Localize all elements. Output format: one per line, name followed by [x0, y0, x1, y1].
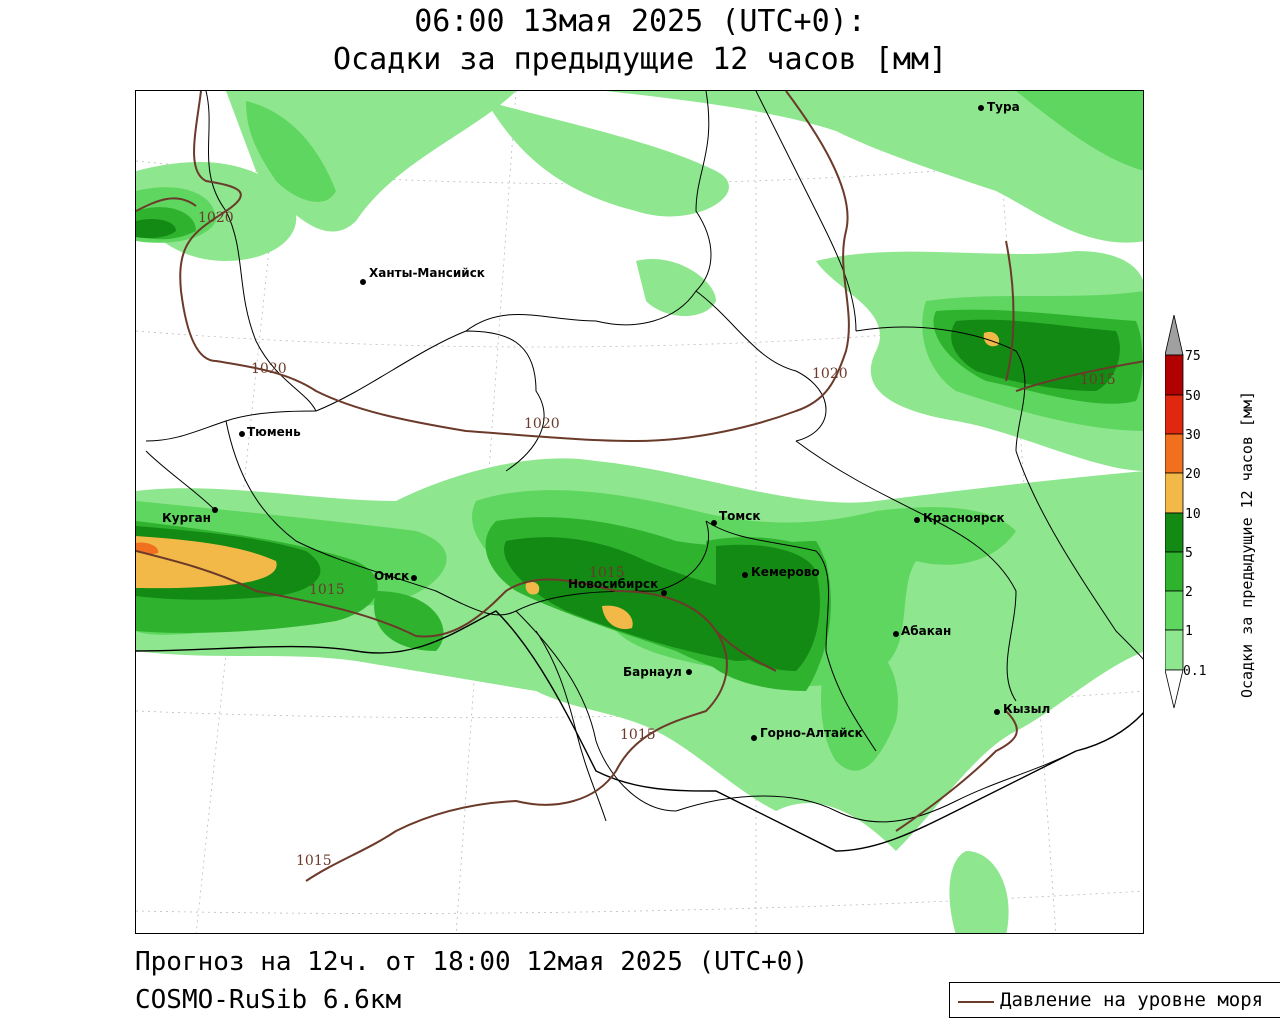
city-label: Горно-Алтайск — [760, 726, 863, 740]
isobar-label: 1015 — [1080, 372, 1116, 388]
isobar-label: 1020 — [251, 361, 287, 377]
precip-20 — [136, 542, 159, 555]
map-title: 06:00 13мая 2025 (UTC+0): — [414, 4, 866, 39]
isobar-labels: 1020 1020 1020 1020 1015 1015 1015 1015 … — [198, 210, 1116, 869]
cities: Тура Ханты-Мансийск Тюмень Курган Омск Н… — [162, 100, 1050, 741]
isobar-label: 1015 — [620, 727, 656, 743]
city-label: Кемерово — [751, 565, 820, 579]
legend-level: 1 — [1185, 624, 1193, 639]
city-label: Барнаул — [623, 665, 682, 679]
city-kyzyl: Кызыл — [994, 702, 1050, 716]
city-label: Тюмень — [247, 425, 301, 439]
city-tyumen: Тюмень — [239, 425, 301, 439]
city-label: Ханты-Мансийск — [369, 266, 485, 280]
pressure-legend-label: Давление на уровне моря — [1000, 989, 1264, 1011]
isobar-label: 1015 — [309, 582, 345, 598]
isobars — [136, 91, 1143, 882]
city-label: Абакан — [901, 624, 951, 638]
city-label: Кызыл — [1003, 702, 1050, 716]
city-label: Красноярск — [923, 511, 1005, 525]
pressure-line-sample — [958, 1001, 994, 1003]
city-omsk: Омск — [374, 569, 417, 583]
legend-level: 50 — [1185, 389, 1201, 404]
colorbar-title: Осадки за предыдущие 12 часов [мм] — [1232, 330, 1262, 700]
legend-level: 0.1 — [1183, 664, 1206, 679]
precipitation-colorbar: 75 50 30 20 10 5 2 1 0.1 — [1164, 314, 1225, 710]
precipitation-map: 1020 1020 1020 1020 1015 1015 1015 1015 … — [135, 90, 1144, 934]
isobar-label: 1015 — [589, 565, 625, 581]
isobar-label: 1020 — [198, 210, 234, 226]
city-label: Тура — [987, 100, 1020, 114]
national-border — [136, 610, 1143, 852]
colorbar-30 — [1164, 394, 1184, 435]
legend-level: 2 — [1185, 585, 1193, 600]
isobar-label: 1015 — [296, 853, 332, 869]
city-barnaul: Барнаул — [623, 665, 692, 679]
city-label: Омск — [374, 569, 409, 583]
colorbar-title-text: Осадки за предыдущие 12 часов [мм] — [1238, 391, 1256, 698]
city-label: Курган — [162, 511, 211, 525]
city-tomsk: Томск — [711, 509, 761, 526]
forecast-info: Прогноз на 12ч. от 18:00 12мая 2025 (UTC… — [135, 947, 809, 977]
city-abakan: Абакан — [893, 624, 951, 638]
colorbar-bottom-arrow — [1164, 669, 1184, 709]
colorbar-20 — [1164, 433, 1184, 474]
colorbar-top-arrow — [1164, 314, 1184, 356]
legend-level: 10 — [1185, 507, 1201, 522]
legend-level: 5 — [1185, 546, 1193, 561]
city-label: Новосибирск — [568, 577, 658, 591]
legend-level: 20 — [1185, 467, 1201, 482]
city-khanty-mansiysk: Ханты-Мансийск — [360, 266, 485, 285]
isobar-label: 1020 — [524, 416, 560, 432]
city-label: Томск — [719, 509, 761, 523]
map-subtitle: Осадки за предыдущие 12 часов [мм] — [332, 42, 948, 77]
region-borders — [145, 91, 1143, 823]
city-krasnoyarsk: Красноярск — [914, 511, 1005, 525]
model-name: COSMO-RuSib 6.6км — [135, 985, 402, 1015]
city-gorno-altaysk: Горно-Алтайск — [751, 726, 863, 741]
pressure-legend: Давление на уровне моря — [949, 982, 1280, 1018]
colorbar-10 — [1164, 472, 1184, 514]
city-tura: Тура — [978, 100, 1020, 114]
city-novosibirsk: Новосибирск — [568, 577, 667, 596]
colorbar-1 — [1164, 590, 1184, 631]
colorbar-5 — [1164, 512, 1184, 553]
city-kurgan: Курган — [162, 507, 218, 525]
colorbar-50 — [1164, 354, 1184, 396]
city-kemerovo: Кемерово — [742, 565, 820, 579]
legend-level: 30 — [1185, 428, 1201, 443]
precip-10 — [136, 331, 1000, 630]
legend-level: 75 — [1185, 349, 1201, 364]
colorbar-2 — [1164, 551, 1184, 592]
isobar-label: 1020 — [812, 366, 848, 382]
colorbar-0-1 — [1164, 629, 1184, 671]
